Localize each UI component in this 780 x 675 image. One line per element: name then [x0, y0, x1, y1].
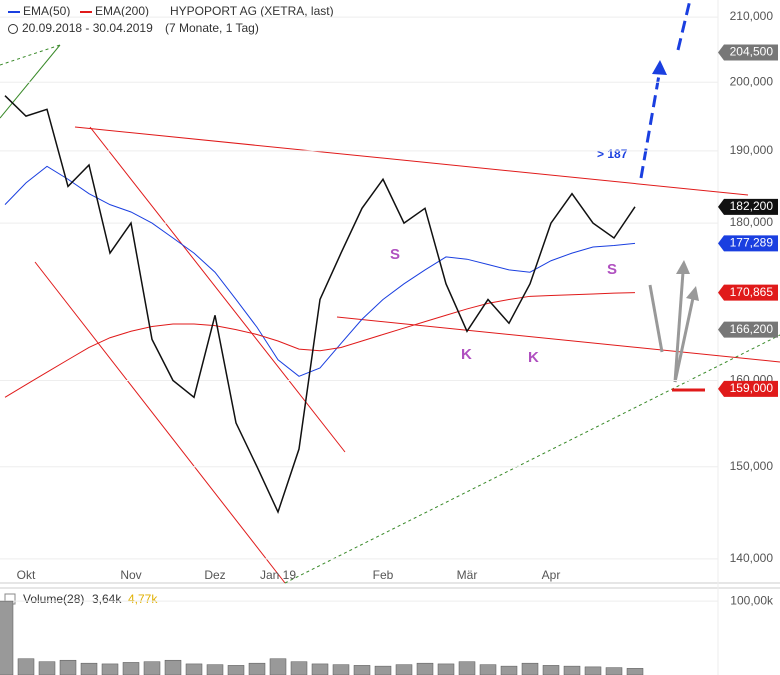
- volume-bar: [311, 663, 329, 675]
- volume-bar: [227, 665, 245, 675]
- volume-bar: [416, 662, 434, 675]
- price-flag-label: 166,200: [730, 322, 774, 336]
- trend-line: [336, 316, 780, 363]
- price-flag: [718, 235, 778, 252]
- legend-label: EMA(50): [23, 4, 70, 18]
- volume-bar: [122, 662, 140, 675]
- price-flag-label: 204,500: [730, 45, 774, 59]
- price-flag: [718, 380, 778, 397]
- volume-bar: [605, 667, 623, 675]
- volume-bar: [101, 663, 119, 675]
- volume-bar: [164, 659, 182, 675]
- volume-bar: [353, 665, 371, 675]
- volume-bar: [143, 661, 161, 675]
- volume-bar: [521, 662, 539, 675]
- projection-arrow: [673, 271, 685, 383]
- price-line: [4, 95, 636, 515]
- price-flag-label: 177,289: [730, 236, 774, 250]
- price-flag: [718, 321, 778, 338]
- x-tick-label: Dez: [204, 568, 225, 582]
- y-tick-label: 100,00k: [730, 593, 774, 607]
- volume-bar: [17, 658, 35, 675]
- trend-line: [74, 126, 749, 196]
- volume-bar: [395, 664, 413, 675]
- volume-bar: [206, 664, 224, 675]
- projection-arrow: [639, 74, 661, 179]
- price-flag-label: 182,200: [730, 199, 774, 213]
- annotation: > 187: [597, 147, 628, 161]
- trend-line: [89, 126, 346, 453]
- y-tick-label: 210,000: [730, 9, 774, 23]
- x-tick-label: Apr: [542, 568, 561, 582]
- legend-label: EMA(200): [95, 4, 149, 18]
- trend-lines: [0, 0, 780, 584]
- trend-line: [0, 44, 61, 66]
- ema-line: [4, 292, 636, 398]
- volume-bar: [332, 664, 350, 675]
- volume-bar: [185, 663, 203, 675]
- volume-bar: [500, 665, 518, 675]
- y-tick-label: 150,000: [730, 459, 774, 473]
- trend-line: [0, 44, 61, 119]
- volume-bar: [584, 666, 602, 675]
- period-label: (7 Monate, 1 Tag): [165, 21, 259, 35]
- volume-bar: [437, 663, 455, 675]
- y-tick-label: 180,000: [730, 215, 774, 229]
- x-tick-label: Feb: [373, 568, 394, 582]
- annotation: S: [607, 261, 617, 278]
- volume-bar: [458, 661, 476, 675]
- x-tick-label: Jan 19: [260, 568, 296, 582]
- volume-label: Volume(28): [23, 592, 84, 606]
- volume-bar: [374, 665, 392, 675]
- volume-stat: 3,64k: [92, 592, 122, 606]
- x-tick-label: Okt: [17, 568, 36, 582]
- trend-line: [284, 334, 780, 584]
- arrow-head: [686, 286, 699, 301]
- price-flag: [718, 44, 778, 61]
- volume-bar: [479, 664, 497, 675]
- price-flag-label: 159,000: [730, 381, 774, 395]
- volume-bar: [269, 658, 287, 675]
- arrow-head: [676, 260, 690, 274]
- clock-icon: [8, 24, 18, 34]
- x-tick-label: Nov: [120, 568, 141, 582]
- ema-line: [4, 165, 636, 377]
- chart-subtitle: 20.09.2018 - 30.04.2019: [22, 21, 153, 35]
- volume-bar: [59, 659, 77, 675]
- volume-bar: [38, 661, 56, 675]
- annotation: K: [528, 349, 539, 366]
- projection-arrow: [673, 297, 695, 383]
- price-flag: [718, 284, 778, 301]
- x-tick-label: Mär: [457, 568, 478, 582]
- price-flag: [718, 198, 778, 215]
- volume-bar: [563, 665, 581, 675]
- chart-title: HYPOPORT AG (XETRA, last): [170, 4, 334, 18]
- y-tick-label: 200,000: [730, 74, 774, 88]
- arrow-head: [652, 60, 667, 75]
- volume-bar: [0, 600, 14, 675]
- y-tick-label: 140,000: [730, 551, 774, 565]
- annotation: S: [390, 246, 400, 263]
- volume-bar: [248, 662, 266, 675]
- projection-arrow: [676, 0, 692, 51]
- volume-bar: [626, 668, 644, 675]
- projection-arrow: [648, 284, 664, 353]
- y-tick-label: 190,000: [730, 143, 774, 157]
- trend-line: [34, 261, 286, 584]
- volume-bar: [542, 665, 560, 675]
- price-flag-label: 170,865: [730, 285, 774, 299]
- volume-stat: 4,77k: [128, 592, 158, 606]
- volume-bar: [80, 662, 98, 675]
- volume-bar: [290, 661, 308, 675]
- annotation: K: [461, 346, 472, 363]
